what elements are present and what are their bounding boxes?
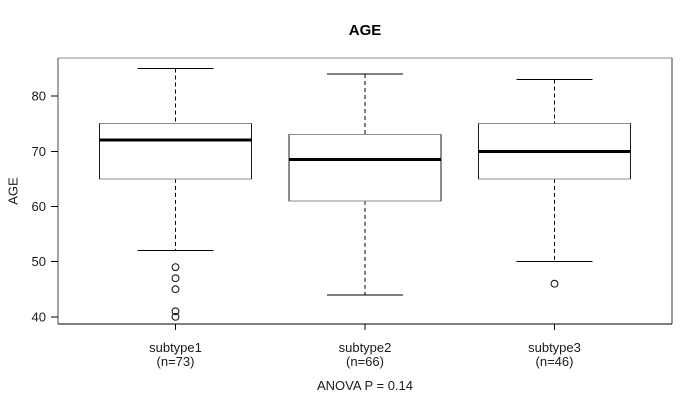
median-line bbox=[289, 158, 441, 162]
x-category-count-label: (n=66) bbox=[346, 354, 384, 369]
y-tick-label: 80 bbox=[32, 89, 46, 104]
y-tick-label: 60 bbox=[32, 199, 46, 214]
x-category-label: subtype3 bbox=[528, 340, 581, 355]
iqr-box bbox=[99, 123, 252, 180]
outlier-point bbox=[171, 274, 180, 283]
outlier-point bbox=[550, 279, 559, 288]
median-line bbox=[478, 149, 631, 153]
outlier-point bbox=[171, 263, 180, 272]
x-category-label: subtype1 bbox=[149, 340, 202, 355]
x-category-count-label: (n=46) bbox=[536, 354, 574, 369]
outlier-point bbox=[171, 285, 180, 294]
x-category-count-label: (n=73) bbox=[157, 354, 195, 369]
chart-title: AGE bbox=[348, 22, 382, 39]
y-tick-label: 50 bbox=[32, 254, 46, 269]
y-tick-label: 70 bbox=[32, 144, 46, 159]
x-category-label: subtype2 bbox=[339, 340, 392, 355]
outlier-point bbox=[171, 307, 180, 316]
median-line bbox=[99, 138, 252, 142]
y-tick-label: 40 bbox=[32, 309, 46, 324]
anova-annotation: ANOVA P = 0.14 bbox=[317, 378, 413, 393]
outlier-point bbox=[171, 312, 180, 321]
iqr-box bbox=[288, 134, 442, 202]
